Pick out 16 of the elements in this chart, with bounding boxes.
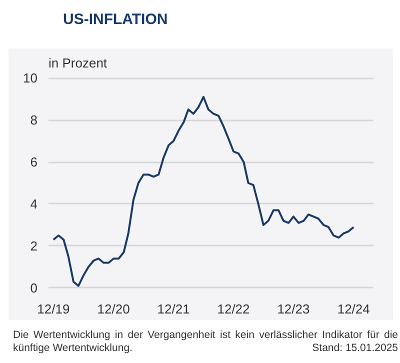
y-tick-label: 4 — [30, 196, 38, 212]
y-tick-label: 8 — [30, 112, 38, 128]
line-series — [52, 96, 355, 287]
x-tick-label: 12/23 — [277, 302, 310, 316]
x-tick-label: 12/19 — [37, 302, 70, 316]
y-tick-label: 2 — [30, 238, 38, 254]
y-tick-label: 6 — [30, 154, 38, 170]
x-tick-label: 12/22 — [217, 302, 250, 316]
x-tick-label: 12/21 — [157, 302, 190, 316]
chart-title: US-INFLATION — [63, 10, 168, 30]
y-axis-title: in Prozent — [48, 56, 108, 70]
x-tick-label: 12/20 — [97, 302, 130, 316]
y-tick-label: 10 — [23, 70, 38, 86]
y-tick-label: 0 — [30, 280, 38, 296]
text: Stand: 15.01.2025 — [312, 342, 398, 354]
x-tick-label: 12/24 — [337, 302, 370, 316]
